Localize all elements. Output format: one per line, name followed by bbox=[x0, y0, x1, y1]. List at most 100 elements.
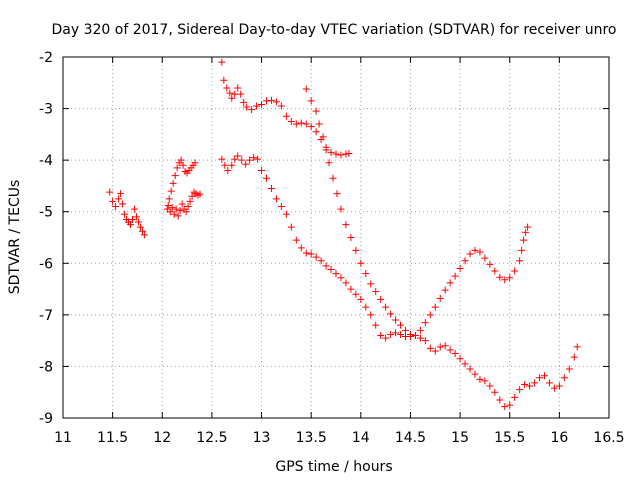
data-point bbox=[382, 334, 390, 342]
data-point bbox=[282, 112, 290, 120]
data-point bbox=[248, 106, 256, 114]
data-point bbox=[426, 311, 434, 319]
x-tick-label: 16 bbox=[550, 430, 568, 446]
data-point bbox=[367, 311, 375, 319]
data-point bbox=[136, 223, 144, 231]
data-point bbox=[168, 204, 176, 212]
data-point bbox=[307, 250, 315, 258]
data-point bbox=[550, 384, 558, 392]
data-point bbox=[481, 377, 489, 385]
data-point bbox=[520, 236, 528, 244]
data-point bbox=[456, 355, 464, 363]
data-point bbox=[333, 190, 341, 198]
data-point bbox=[258, 166, 266, 174]
chart-title: Day 320 of 2017, Sidereal Day-to-day VTE… bbox=[52, 22, 617, 38]
data-point bbox=[466, 250, 474, 258]
data-point bbox=[234, 84, 242, 92]
data-point bbox=[246, 156, 254, 164]
y-tick-label: -9 bbox=[39, 411, 53, 427]
y-tick-label: -5 bbox=[39, 205, 53, 221]
x-axis-label: GPS time / hours bbox=[275, 459, 392, 475]
x-tick-label: 12 bbox=[153, 430, 171, 446]
data-point bbox=[518, 246, 526, 254]
data-point bbox=[231, 155, 239, 163]
axis-ticks bbox=[62, 56, 610, 419]
data-point bbox=[182, 208, 190, 216]
data-point bbox=[345, 149, 353, 157]
data-point bbox=[327, 265, 335, 273]
data-point bbox=[555, 382, 563, 390]
data-point bbox=[267, 185, 275, 193]
data-point bbox=[220, 76, 228, 84]
series-arc-a bbox=[106, 188, 148, 239]
data-point bbox=[506, 401, 514, 409]
data-point bbox=[401, 326, 409, 334]
data-point bbox=[362, 270, 370, 278]
data-markers bbox=[106, 58, 581, 411]
plot-frame bbox=[62, 56, 610, 419]
data-point bbox=[367, 280, 375, 288]
data-point bbox=[461, 257, 469, 265]
data-point bbox=[164, 202, 172, 210]
data-point bbox=[342, 279, 350, 287]
data-point bbox=[292, 120, 300, 128]
data-point bbox=[461, 360, 469, 368]
data-point bbox=[347, 234, 355, 241]
data-point bbox=[431, 347, 439, 355]
data-point bbox=[516, 257, 524, 265]
data-point bbox=[521, 380, 529, 388]
x-tick-label: 15 bbox=[451, 430, 469, 446]
data-point bbox=[431, 303, 439, 311]
data-point bbox=[191, 159, 199, 167]
data-point bbox=[357, 295, 365, 303]
series-arc-b bbox=[163, 156, 199, 213]
data-point bbox=[322, 146, 330, 154]
data-point bbox=[287, 117, 295, 125]
data-point bbox=[325, 159, 333, 167]
data-point bbox=[511, 267, 519, 275]
data-point bbox=[115, 195, 123, 203]
data-point bbox=[140, 231, 148, 239]
grid-lines bbox=[63, 57, 609, 418]
tick-labels: 11 11.5 12 12.5 13 13.5 14 14.5 15 15.5 16 16.5 -9 -8… bbox=[39, 50, 625, 446]
data-point bbox=[315, 120, 323, 128]
data-point bbox=[186, 197, 194, 205]
data-point bbox=[456, 264, 464, 272]
data-point bbox=[466, 365, 474, 373]
data-point bbox=[121, 210, 129, 218]
data-point bbox=[387, 310, 395, 318]
data-point bbox=[177, 156, 185, 164]
data-point bbox=[545, 379, 553, 387]
data-point bbox=[169, 179, 177, 187]
data-point bbox=[337, 151, 345, 159]
data-point bbox=[476, 375, 484, 383]
x-tick-label: 13.5 bbox=[296, 430, 327, 446]
data-point bbox=[272, 98, 280, 106]
data-point bbox=[491, 267, 499, 275]
data-point bbox=[347, 285, 355, 293]
y-tick-label: -2 bbox=[39, 50, 53, 66]
y-tick-label: -4 bbox=[39, 153, 53, 169]
data-point bbox=[119, 200, 127, 208]
data-point bbox=[188, 192, 196, 200]
x-tick-label: 13 bbox=[253, 430, 271, 446]
data-point bbox=[263, 174, 271, 182]
data-point bbox=[292, 236, 300, 244]
data-point bbox=[392, 316, 400, 324]
data-point bbox=[397, 330, 405, 338]
data-point bbox=[312, 253, 320, 261]
data-point bbox=[243, 103, 251, 111]
data-point bbox=[327, 148, 335, 156]
data-point bbox=[377, 331, 385, 339]
y-tick-label: -7 bbox=[39, 308, 53, 324]
data-point bbox=[486, 382, 494, 390]
data-point bbox=[184, 203, 192, 211]
data-point bbox=[451, 272, 459, 280]
data-point bbox=[471, 246, 479, 254]
data-point bbox=[352, 246, 360, 254]
data-point bbox=[297, 119, 305, 127]
data-point bbox=[526, 382, 534, 390]
data-point bbox=[501, 403, 509, 411]
data-point bbox=[337, 274, 345, 282]
